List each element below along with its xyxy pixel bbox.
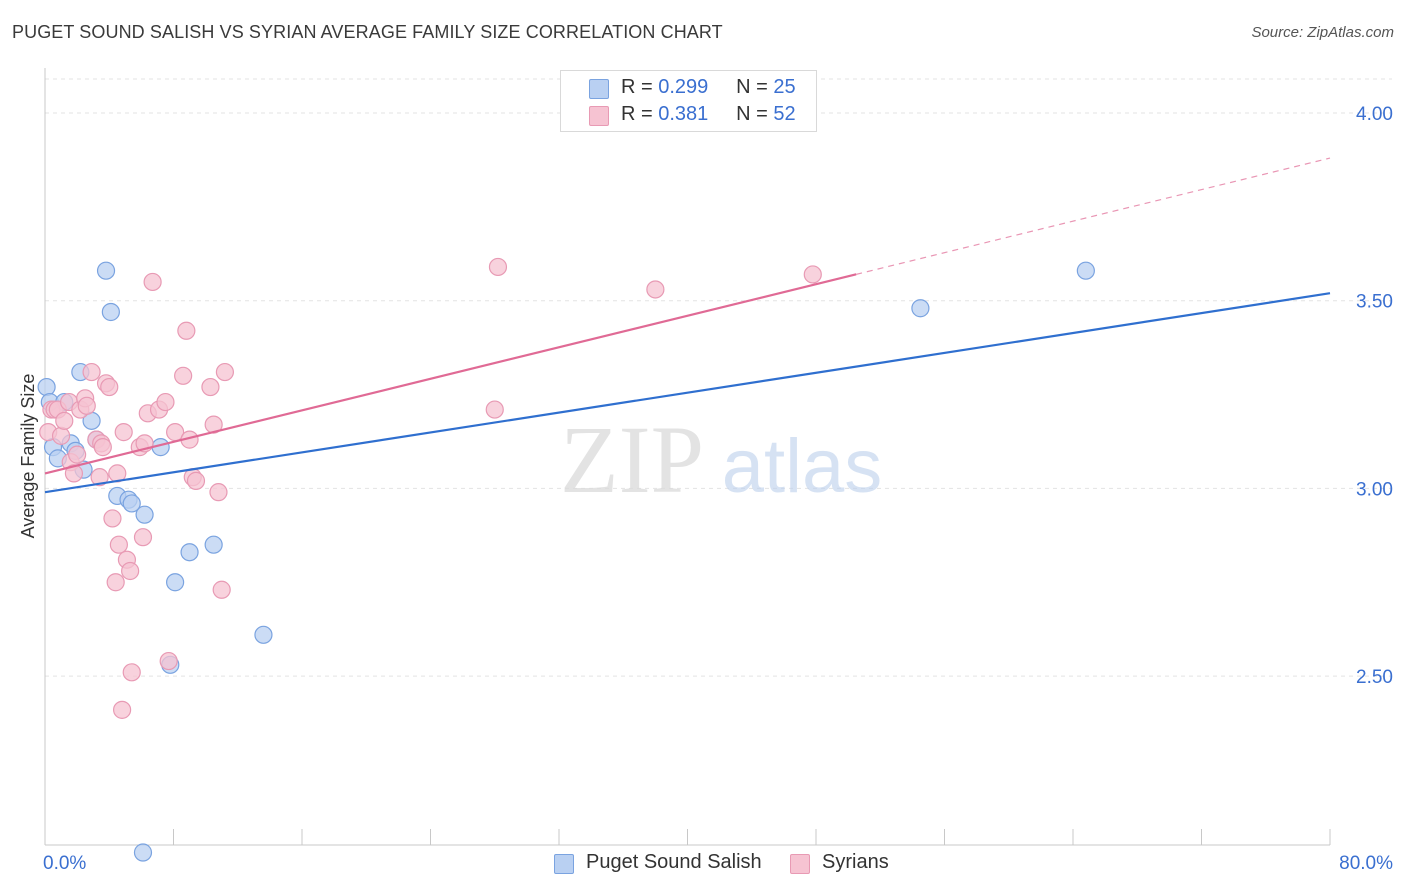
- data-point: [254, 625, 273, 644]
- y-tick-label: 3.00: [1356, 479, 1393, 500]
- legend-n-label: N =: [736, 103, 768, 125]
- y-tick-label: 2.50: [1356, 667, 1393, 688]
- data-point: [646, 280, 665, 299]
- data-point: [488, 257, 508, 277]
- data-point: [37, 377, 56, 397]
- data-point: [143, 272, 162, 292]
- data-point: [90, 468, 109, 487]
- data-point: [215, 362, 234, 382]
- grid-lines: [45, 78, 1392, 677]
- data-point: [93, 438, 112, 457]
- x-tick-label: 0.0%: [43, 853, 86, 874]
- data-point: [180, 543, 199, 562]
- legend-swatch-blue: [554, 854, 574, 874]
- legend-n-label: N =: [736, 76, 768, 98]
- data-point: [121, 561, 140, 581]
- data-point: [100, 377, 119, 397]
- data-point: [204, 535, 223, 554]
- data-point: [485, 400, 504, 419]
- data-point: [77, 396, 96, 415]
- legend-n-value: 25: [773, 76, 796, 98]
- data-point: [803, 265, 822, 284]
- data-point: [135, 505, 154, 524]
- data-point: [114, 423, 133, 442]
- trend-line-salish: [44, 292, 1331, 494]
- legend-r-value: 0.381: [658, 103, 709, 125]
- trend-lines: [44, 157, 1331, 494]
- data-point: [174, 366, 193, 385]
- stats-legend: R = 0.299 N = 25 R = 0.381 N = 52: [560, 70, 817, 132]
- source-credit: Source: ZipAtlas.com: [1251, 24, 1394, 41]
- legend-label-syrians: Syrians: [822, 851, 889, 873]
- data-point: [51, 426, 71, 445]
- data-point: [55, 411, 74, 430]
- data-point: [109, 535, 128, 554]
- data-point: [112, 700, 132, 719]
- legend-swatch-pink: [790, 854, 810, 874]
- y-tick-labels: 2.50 3.00 3.50 4.00: [1356, 104, 1393, 688]
- y-axis-label: Average Family Size: [18, 374, 38, 539]
- data-point: [96, 261, 116, 280]
- data-point: [103, 509, 122, 528]
- data-point: [186, 471, 206, 490]
- legend-r-label: R =: [621, 76, 653, 98]
- data-point: [122, 663, 141, 682]
- data-point: [209, 483, 228, 502]
- series-puget-sound-salish: [37, 261, 1095, 862]
- data-point: [166, 573, 185, 592]
- x-tick-label: 80.0%: [1339, 853, 1393, 874]
- trend-line-syrians: [44, 273, 857, 475]
- legend-n-value: 52: [773, 103, 796, 125]
- data-point: [156, 392, 175, 412]
- data-point: [101, 302, 120, 322]
- data-point: [133, 528, 153, 547]
- data-point: [82, 362, 101, 382]
- watermark-atlas: atlas: [722, 424, 883, 509]
- axes: [44, 68, 1331, 846]
- data-point: [133, 843, 153, 862]
- data-point: [68, 445, 87, 464]
- y-tick-label: 4.00: [1356, 104, 1393, 125]
- data-point: [201, 377, 220, 397]
- data-point: [64, 464, 84, 483]
- chart-title: PUGET SOUND SALISH VS SYRIAN AVERAGE FAM…: [12, 22, 723, 42]
- data-point: [212, 580, 231, 599]
- data-point: [106, 573, 125, 592]
- data-point: [911, 299, 930, 318]
- data-point: [177, 321, 196, 340]
- data-point: [1076, 261, 1095, 280]
- legend-label-salish: Puget Sound Salish: [586, 851, 762, 873]
- y-tick-label: 3.50: [1356, 292, 1393, 313]
- trend-line-syrians-extension: [856, 157, 1331, 275]
- legend-r-value: 0.299: [658, 76, 709, 98]
- data-point: [159, 651, 178, 671]
- legend-r-label: R =: [621, 103, 653, 125]
- watermark-zip: ZIP: [560, 406, 704, 513]
- x-tick-labels: 0.0% 80.0%: [43, 853, 1393, 874]
- series-syrians: [39, 257, 822, 719]
- legend-swatch-pink: [589, 106, 609, 126]
- data-point: [122, 494, 141, 513]
- legend-swatch-blue: [589, 79, 609, 99]
